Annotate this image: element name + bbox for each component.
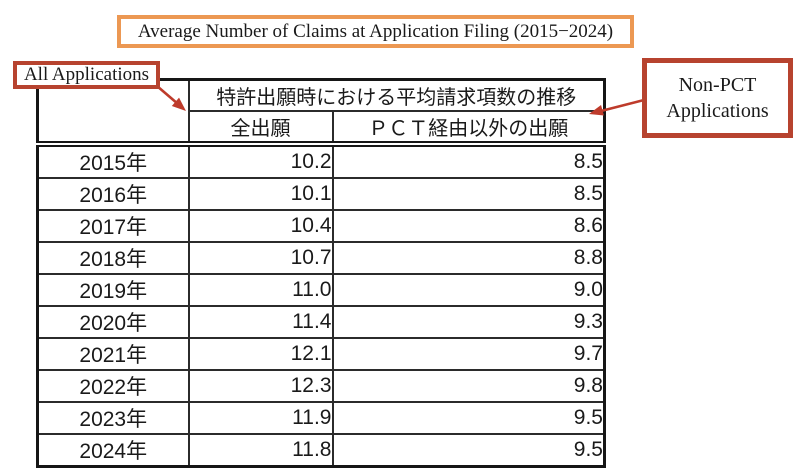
year-cell: 2022年 xyxy=(36,369,190,403)
arrow-shaft xyxy=(600,98,645,113)
all-applications-value: 11.9 xyxy=(187,401,334,435)
non-pct-applications-callout: Non-PCT Applications xyxy=(642,58,793,138)
table-row: 2019年 11.0 9.0 xyxy=(36,273,606,307)
year-cell: 2018年 xyxy=(36,241,190,275)
figure-title: Average Number of Claims at Application … xyxy=(137,20,614,42)
table-row: 2024年 11.8 9.5 xyxy=(36,433,606,468)
year-cell: 2023年 xyxy=(36,401,190,435)
figure-title-box: Average Number of Claims at Application … xyxy=(117,15,634,48)
figure-canvas: { "title": "Average Number of Claims at … xyxy=(13,15,793,468)
non-pct-value: 9.8 xyxy=(331,369,606,403)
all-applications-value: 11.0 xyxy=(187,273,334,307)
claims-table-body: 2015年 10.2 8.5 2016年 10.1 8.5 2017年 10.4… xyxy=(36,141,606,468)
year-cell: 2017年 xyxy=(36,209,190,243)
claims-table: 特許出願時における平均請求項数の推移 全出願 ＰＣＴ経由以外の出願 2015年 … xyxy=(36,78,606,468)
non-pct-value: 8.6 xyxy=(331,209,606,243)
table-row: 2017年 10.4 8.6 xyxy=(36,209,606,243)
all-applications-value: 12.3 xyxy=(187,369,334,403)
non-pct-label-line2: Applications xyxy=(666,100,769,122)
year-cell: 2019年 xyxy=(36,273,190,307)
table-row: 2022年 12.3 9.8 xyxy=(36,369,606,403)
all-applications-value: 10.4 xyxy=(187,209,334,243)
claims-table-header: 特許出願時における平均請求項数の推移 全出願 ＰＣＴ経由以外の出願 xyxy=(36,78,606,145)
non-pct-label-line1: Non-PCT xyxy=(678,74,757,96)
all-applications-value: 10.1 xyxy=(187,177,334,211)
year-cell: 2020年 xyxy=(36,305,190,339)
table-title-cell: 特許出願時における平均請求項数の推移 xyxy=(187,78,606,112)
table-title-row: 特許出願時における平均請求項数の推移 xyxy=(36,78,606,145)
non-pct-value: 9.0 xyxy=(331,273,606,307)
col-header-all-applications: 全出願 xyxy=(187,110,334,145)
non-pct-value: 8.5 xyxy=(331,141,606,179)
corner-cell xyxy=(36,78,190,145)
non-pct-value: 8.5 xyxy=(331,177,606,211)
year-cell: 2015年 xyxy=(36,141,190,179)
column-header-row: 全出願 ＰＣＴ経由以外の出願 xyxy=(38,110,606,145)
table-row: 2016年 10.1 8.5 xyxy=(36,177,606,211)
all-applications-callout: All Applications xyxy=(13,61,160,89)
table-row: 2023年 11.9 9.5 xyxy=(36,401,606,435)
all-applications-value: 10.7 xyxy=(187,241,334,275)
non-pct-value: 9.3 xyxy=(331,305,606,339)
year-cell: 2016年 xyxy=(36,177,190,211)
table-row: 2020年 11.4 9.3 xyxy=(36,305,606,339)
year-cell: 2021年 xyxy=(36,337,190,371)
non-pct-value: 9.5 xyxy=(331,433,606,468)
all-applications-value: 12.1 xyxy=(187,337,334,371)
non-pct-value: 8.8 xyxy=(331,241,606,275)
all-applications-value: 11.8 xyxy=(187,433,334,468)
table-row: 2015年 10.2 8.5 xyxy=(36,141,606,179)
non-pct-value: 9.5 xyxy=(331,401,606,435)
year-cell: 2024年 xyxy=(36,433,190,468)
non-pct-value: 9.7 xyxy=(331,337,606,371)
all-applications-label: All Applications xyxy=(23,64,150,85)
all-applications-value: 10.2 xyxy=(187,141,334,179)
col-header-non-pct: ＰＣＴ経由以外の出願 xyxy=(331,110,606,145)
table-row: 2018年 10.7 8.8 xyxy=(36,241,606,275)
table-row: 2021年 12.1 9.7 xyxy=(36,337,606,371)
all-applications-value: 11.4 xyxy=(187,305,334,339)
